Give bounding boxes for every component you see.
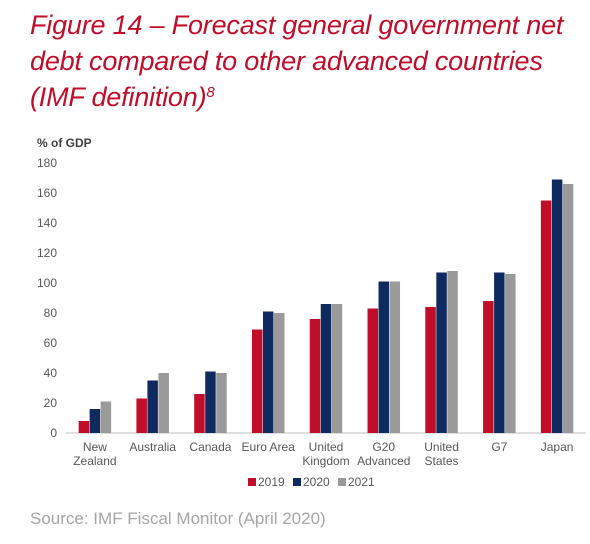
x-tick-label: New (83, 440, 107, 454)
bar-2019 (540, 200, 552, 433)
legend-swatch-2021 (338, 478, 346, 486)
bar-2021 (158, 373, 169, 433)
figure-title-text: Figure 14 – Forecast general government … (30, 10, 564, 112)
y-axis-ticks: 0 20 40 60 80 100 120 140 160 180 (37, 156, 57, 440)
y-tick-label: 0 (50, 426, 57, 440)
bar-2020 (147, 380, 158, 433)
bar-2020 (378, 281, 390, 433)
legend-label-2021: 2021 (348, 475, 375, 489)
bar-2020 (551, 179, 563, 433)
footnote-marker: 8 (206, 84, 215, 101)
bar-2020 (205, 371, 216, 433)
bar-2021 (447, 271, 458, 433)
bar-2021 (389, 281, 401, 433)
x-tick-label: Kingdom (302, 454, 349, 468)
bar-2019 (136, 398, 147, 433)
x-tick-label: Euro Area (242, 440, 296, 454)
x-tick-label: United (424, 440, 459, 454)
bar-2020 (436, 272, 447, 433)
bar-2020 (89, 409, 101, 433)
bar-2019 (425, 307, 436, 433)
y-tick-label: 160 (37, 186, 57, 200)
x-tick-label: Australia (129, 440, 176, 454)
bar-2021 (216, 373, 227, 433)
y-tick-label: 120 (37, 246, 57, 260)
bar-2019 (78, 421, 90, 433)
y-tick-label: 20 (44, 396, 58, 410)
bar-2021 (505, 274, 516, 433)
x-tick-label: Zealand (73, 454, 116, 468)
y-tick-label: 80 (44, 306, 58, 320)
bar-2021 (100, 401, 112, 433)
bar-2020 (320, 304, 332, 433)
bar-2019 (309, 319, 321, 433)
x-tick-label: Advanced (357, 454, 410, 468)
bar-2021 (273, 313, 285, 433)
x-tick-label: G7 (491, 440, 507, 454)
x-tick-label: Japan (541, 440, 574, 454)
bar-chart: % of GDP 0 20 40 60 80 100 120 140 160 180 NewZea… (37, 136, 586, 489)
x-tick-label: United (309, 440, 344, 454)
bar-2021 (562, 184, 574, 433)
bar-2020 (494, 272, 505, 433)
bar-2021 (331, 304, 343, 433)
bar-2019 (194, 394, 205, 433)
bar-2019 (483, 301, 494, 433)
chart-legend: 2019 2020 2021 (248, 475, 375, 489)
y-tick-label: 100 (37, 276, 57, 290)
legend-swatch-2020 (293, 478, 301, 486)
legend-label-2019: 2019 (258, 475, 285, 489)
y-tick-label: 140 (37, 216, 57, 230)
x-tick-label: Canada (189, 440, 231, 454)
bar-2019 (251, 329, 263, 433)
x-tick-label: States (425, 454, 459, 468)
legend-label-2020: 2020 (303, 475, 330, 489)
legend-swatch-2019 (248, 478, 256, 486)
y-axis-label: % of GDP (37, 136, 92, 150)
x-tick-label: G20 (372, 440, 395, 454)
figure-title: Figure 14 – Forecast general government … (30, 7, 580, 115)
bar-2019 (367, 308, 379, 433)
bar-series (78, 179, 574, 433)
source-note: Source: IMF Fiscal Monitor (April 2020) (30, 509, 326, 528)
y-tick-label: 40 (44, 366, 58, 380)
y-tick-label: 60 (44, 336, 58, 350)
y-tick-label: 180 (37, 156, 57, 170)
bar-2020 (262, 311, 274, 433)
